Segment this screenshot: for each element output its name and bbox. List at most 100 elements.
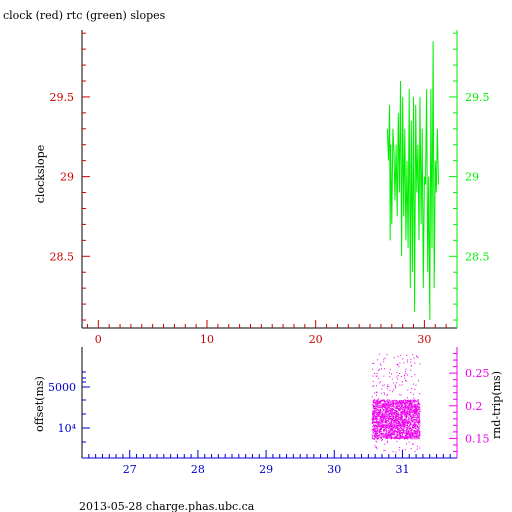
rnd-trip-point — [406, 415, 408, 417]
rnd-trip-point — [378, 407, 380, 408]
rnd-trip-point — [378, 398, 379, 400]
rnd-trip-point — [411, 403, 413, 405]
rnd-trip-point — [377, 406, 379, 408]
rnd-trip-point — [400, 400, 402, 402]
rnd-trip-point — [397, 437, 399, 439]
rnd-trip-point — [419, 435, 420, 437]
rnd-trip-point — [405, 423, 407, 425]
rnd-trip-point — [390, 420, 392, 422]
rnd-trip-point — [375, 428, 377, 430]
rnd-trip-point — [411, 406, 413, 408]
rnd-trip-point — [373, 426, 375, 428]
rnd-trip-point — [380, 407, 382, 409]
rnd-trip-point — [378, 369, 380, 371]
rnd-trip-point — [377, 409, 379, 411]
rnd-trip-point — [388, 419, 389, 421]
rnd-trip-point — [375, 424, 377, 426]
rnd-trip-point — [392, 417, 394, 419]
rnd-trip-point — [410, 437, 412, 439]
rnd-trip-point — [382, 409, 384, 411]
rnd-trip-point — [385, 407, 387, 409]
rnd-trip-point — [419, 447, 421, 449]
rnd-trip-point — [403, 420, 405, 422]
rnd-trip-point — [396, 376, 398, 378]
rnd-trip-point — [415, 432, 416, 434]
rnd-trip-point — [410, 428, 412, 429]
rnd-trip-point — [381, 403, 383, 405]
rnd-trip-point — [401, 410, 403, 412]
rnd-trip-point — [402, 432, 404, 434]
rnd-trip-point — [385, 409, 387, 411]
rnd-trip-point — [419, 363, 421, 365]
rnd-trip-point — [412, 436, 414, 438]
rnd-trip-point — [384, 407, 386, 408]
rnd-trip-point — [403, 362, 405, 364]
rnd-trip-point — [391, 438, 393, 439]
rnd-trip-point — [382, 399, 384, 401]
rnd-trip-point — [415, 435, 417, 437]
rnd-trip-point — [393, 400, 394, 402]
rnd-trip-point — [375, 434, 377, 436]
rnd-trip-point — [418, 416, 420, 418]
rnd-trip-point — [384, 403, 386, 405]
rnd-trip-point — [408, 408, 409, 410]
rnd-trip-point — [404, 407, 406, 409]
rnd-trip-point — [377, 438, 379, 440]
rnd-trip-point — [379, 432, 381, 434]
rnd-trip-point — [387, 432, 389, 434]
rnd-trip-point — [386, 411, 388, 413]
rnd-trip-point — [400, 416, 402, 418]
rnd-trip-point — [380, 420, 382, 422]
rnd-trip-point — [388, 423, 390, 425]
rnd-trip-point — [408, 417, 409, 419]
rnd-trip-point — [387, 402, 389, 404]
rnd-trip-point — [387, 414, 389, 416]
rnd-trip-point — [407, 361, 408, 363]
rnd-trip-point — [400, 413, 402, 415]
rnd-trip-point — [412, 415, 414, 417]
rnd-trip-point — [393, 413, 395, 415]
rnd-trip-point — [403, 418, 405, 420]
rnd-trip-point — [376, 417, 377, 419]
rnd-trip-point — [418, 417, 419, 418]
rnd-trip-point — [385, 435, 387, 437]
rnd-trip-point — [372, 425, 374, 427]
rnd-trip-point — [394, 421, 396, 423]
rnd-trip-point — [399, 409, 401, 411]
rnd-trip-point — [383, 375, 385, 377]
rnd-trip-point — [399, 418, 401, 420]
rnd-trip-point — [402, 400, 404, 402]
rnd-trip-point — [380, 437, 382, 438]
rnd-trip-point — [396, 402, 398, 404]
rnd-trip-point — [407, 433, 409, 434]
rnd-trip-point — [400, 400, 402, 402]
rnd-trip-point — [396, 404, 398, 406]
rnd-trip-point — [397, 428, 399, 429]
rnd-trip-point — [388, 410, 390, 412]
rnd-trip-point — [374, 421, 376, 423]
rnd-trip-point — [374, 435, 376, 437]
rnd-trip-point — [373, 410, 375, 412]
rnd-trip-point — [382, 408, 383, 410]
rnd-trip-point — [376, 420, 378, 422]
rnd-trip-point — [388, 415, 390, 417]
rnd-trip-point — [386, 424, 388, 426]
rnd-trip-point — [387, 434, 389, 436]
rnd-trip-point — [398, 438, 400, 440]
rnd-trip-point — [405, 368, 407, 370]
rnd-trip-point — [391, 401, 393, 403]
rnd-trip-point — [408, 418, 410, 420]
rnd-trip-point — [375, 415, 377, 417]
rnd-trip-point — [415, 428, 417, 429]
rnd-trip-point — [385, 413, 387, 415]
rnd-trip-point — [398, 408, 400, 410]
rnd-trip-point — [378, 429, 380, 430]
rnd-trip-point — [375, 414, 377, 416]
rnd-trip-point — [380, 431, 382, 432]
rnd-trip-point — [390, 410, 391, 411]
rnd-trip-point — [412, 420, 414, 422]
rnd-trip-point — [394, 424, 396, 426]
rnd-trip-point — [396, 426, 397, 428]
rnd-trip-point — [387, 435, 389, 437]
rnd-trip-point — [372, 429, 374, 431]
